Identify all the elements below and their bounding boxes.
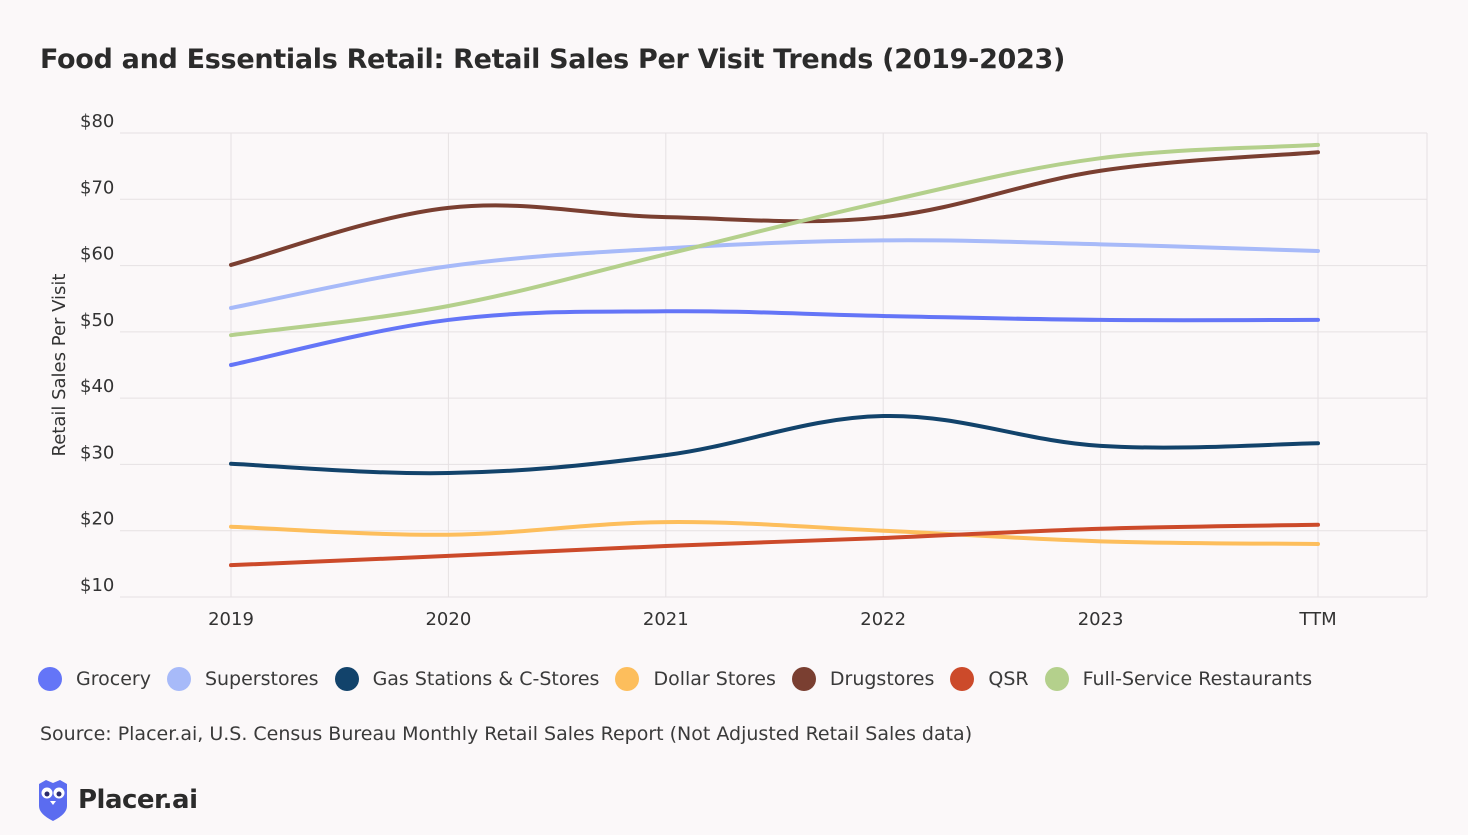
x-tick-label: 2020 — [425, 609, 471, 630]
brand-logo: Placer.ai — [36, 778, 198, 822]
y-tick-label: $30 — [80, 442, 114, 463]
legend-label: Drugstores — [829, 668, 935, 690]
series-line-superstores — [229, 238, 1320, 310]
y-axis: $10 $20 $30 $40 $50 $60 $70 $80 — [80, 111, 114, 596]
y-tick-label: $60 — [80, 244, 114, 265]
series-line-gas-stations-c-stores — [229, 414, 1320, 476]
y-tick-label: $80 — [80, 111, 114, 132]
legend-swatch-icon — [615, 667, 640, 691]
y-tick-label: $40 — [80, 376, 114, 397]
legend-item[interactable]: Full-Service Restaurants — [1044, 667, 1313, 691]
legend-item[interactable]: Grocery — [38, 667, 151, 691]
legend-label: Grocery — [76, 668, 151, 690]
x-tick-label: 2023 — [1078, 609, 1124, 630]
legend-swatch-icon — [38, 667, 62, 691]
series-line-dollar-stores — [229, 520, 1320, 546]
series-line-qsr — [229, 522, 1320, 568]
owl-logo-icon — [39, 780, 67, 821]
grid — [120, 132, 1428, 598]
source-note: Source: Placer.ai, U.S. Census Bureau Mo… — [40, 723, 973, 745]
legend-label: Full-Service Restaurants — [1082, 668, 1313, 690]
y-tick-label: $10 — [80, 575, 114, 596]
y-tick-label: $20 — [80, 509, 114, 530]
brand-name: Placer.ai — [78, 785, 198, 815]
legend-swatch-icon — [791, 667, 816, 691]
y-axis-label: Retail Sales Per Visit — [49, 274, 70, 457]
chart-title: Food and Essentials Retail: Retail Sales… — [40, 44, 1066, 75]
y-tick-label: $50 — [80, 310, 114, 331]
series-line-full-service-restaurants — [229, 142, 1320, 338]
legend-label: Superstores — [204, 668, 319, 690]
legend-item[interactable]: Superstores — [166, 667, 319, 691]
legend-swatch-icon — [1044, 667, 1069, 691]
legend-item[interactable]: Gas Stations & C-Stores — [334, 667, 600, 691]
x-tick-label: 2022 — [860, 609, 906, 630]
legend-label: Gas Stations & C-Stores — [372, 668, 600, 690]
legend-swatch-icon — [950, 667, 975, 691]
legend-swatch-icon — [334, 667, 359, 691]
series-line-drugstores — [229, 150, 1320, 267]
x-tick-label: 2021 — [643, 609, 689, 630]
series-lines — [229, 142, 1320, 568]
legend-swatch-icon — [166, 667, 191, 691]
line-chart: $10 $20 $30 $40 $50 $60 $70 $80 2019 2020 2021 202… — [49, 111, 1428, 630]
x-tick-label: 2019 — [208, 609, 254, 630]
series-line-grocery — [229, 309, 1320, 367]
x-axis: 2019 2020 2021 2022 2023 TTM — [208, 609, 1337, 630]
legend-item[interactable]: QSR — [950, 667, 1029, 691]
x-tick-label: TTM — [1298, 609, 1336, 630]
legend-label: Dollar Stores — [653, 668, 776, 690]
legend-item[interactable]: Drugstores — [791, 667, 935, 691]
legend: Grocery Superstores Gas Stations & C-Store… — [38, 667, 1328, 691]
y-tick-label: $70 — [80, 177, 114, 198]
legend-label: QSR — [988, 668, 1029, 690]
legend-item[interactable]: Dollar Stores — [615, 667, 776, 691]
